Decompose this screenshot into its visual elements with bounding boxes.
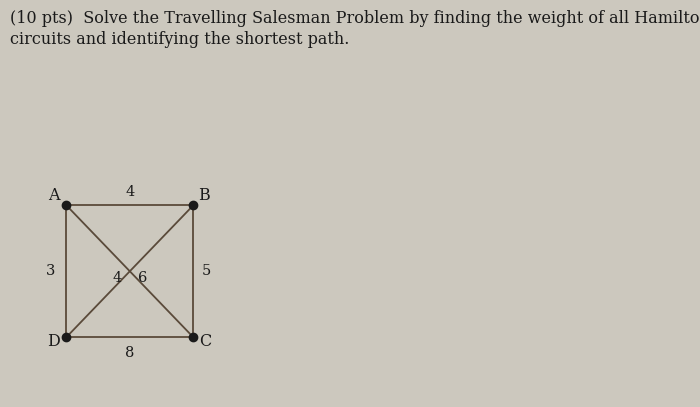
Text: B: B [198, 187, 209, 204]
Text: D: D [47, 333, 60, 350]
Text: 5: 5 [202, 264, 211, 278]
Text: 4: 4 [113, 271, 122, 285]
Text: circuits and identifying the shortest path.: circuits and identifying the shortest pa… [10, 31, 350, 48]
Text: 6: 6 [138, 271, 147, 285]
Text: C: C [199, 333, 211, 350]
Text: 8: 8 [125, 346, 134, 360]
Text: (10 pts)  Solve the Travelling Salesman Problem by finding the weight of all Ham: (10 pts) Solve the Travelling Salesman P… [10, 10, 700, 27]
Text: 3: 3 [46, 264, 55, 278]
Text: A: A [48, 187, 60, 204]
Text: 4: 4 [125, 185, 134, 199]
